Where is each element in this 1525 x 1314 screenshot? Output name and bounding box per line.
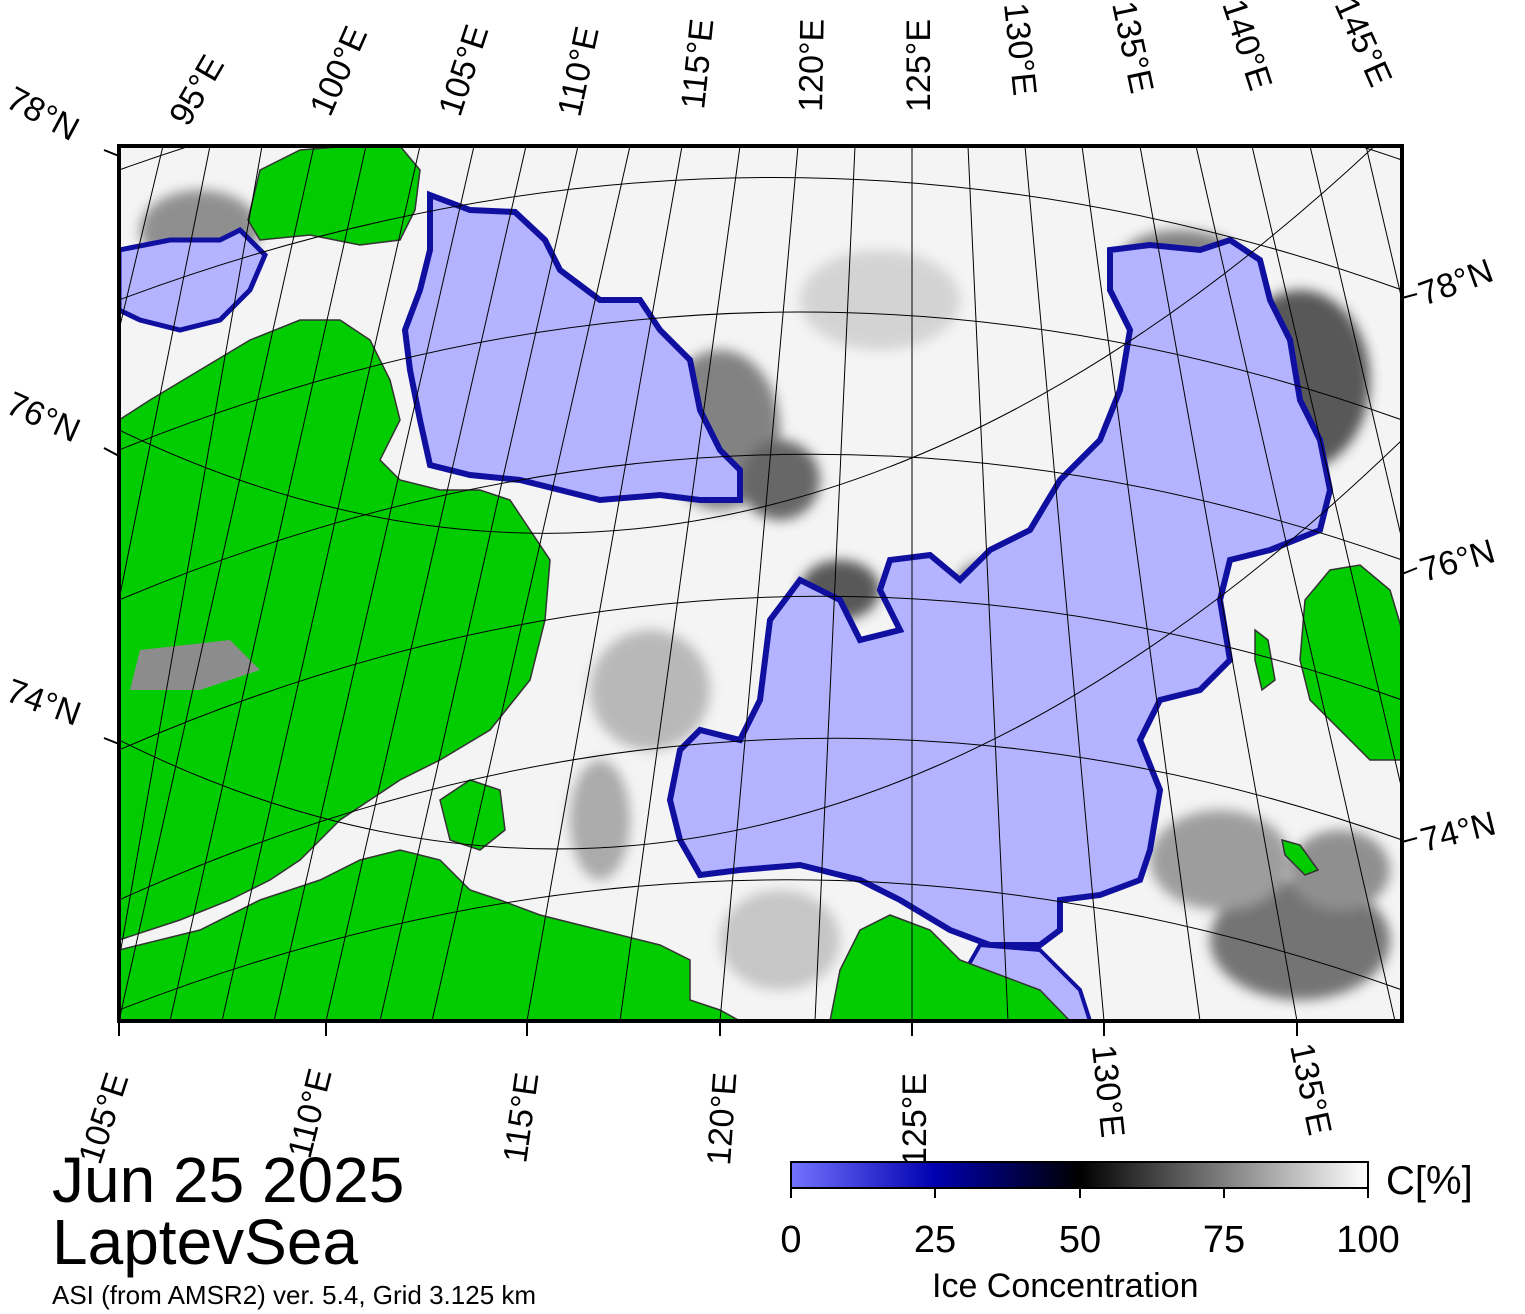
siberian-mainland	[119, 849, 741, 1021]
top-lon-label: 115°E	[674, 17, 721, 111]
bottom-lon-label: 115°E	[496, 1070, 546, 1165]
top-lon-label: 145°E	[1327, 0, 1400, 92]
graticule	[119, 146, 1402, 1021]
top-lon-label: 125°E	[900, 19, 938, 112]
right-latitude-labels: 78°N 76°N 74°N	[1414, 252, 1500, 860]
colorbar-title: Ice Concentration	[932, 1267, 1199, 1305]
top-lon-label: 105°E	[431, 20, 496, 120]
colorbar-tick-label: 50	[1059, 1219, 1101, 1261]
colorbar-gradient	[790, 1161, 1369, 1189]
map-area	[119, 146, 1402, 1021]
small-island-south	[1281, 838, 1320, 876]
top-lon-label: 100°E	[303, 21, 376, 121]
map-frame	[117, 144, 1404, 1023]
colorbar-tick-label: 75	[1203, 1219, 1245, 1261]
top-lon-label: 130°E	[996, 1, 1044, 97]
lena-delta	[829, 914, 1072, 1021]
top-lon-label: 140°E	[1214, 0, 1279, 95]
top-longitude-labels: 95°E 100°E 105°E 110°E 115°E 120°E 125°E…	[162, 0, 1399, 132]
colorbar-tick-label: 100	[1336, 1219, 1399, 1261]
colorbar-ticks	[790, 1188, 1369, 1198]
left-lat-label: 76°N	[1, 385, 86, 451]
map-date: Jun 25 2025	[52, 1144, 405, 1216]
axis-ticks	[103, 149, 1418, 1036]
map-region-title: LaptevSea	[52, 1206, 359, 1278]
bottom-lon-label: 135°E	[1282, 1040, 1339, 1139]
left-lat-label: 74°N	[1, 672, 85, 734]
colorbar-tick-label: 25	[914, 1219, 956, 1261]
colorbar-unit: C[%]	[1386, 1159, 1473, 1203]
taymyr-land	[119, 319, 551, 941]
bottom-lon-label: 120°E	[700, 1071, 744, 1166]
open-water-central	[666, 236, 1334, 948]
left-latitude-labels: 78°N 76°N 74°N	[0, 80, 85, 734]
top-lon-label: 120°E	[792, 18, 832, 112]
product-caption: ASI (from AMSR2) ver. 5.4, Grid 3.125 km	[52, 1280, 537, 1310]
right-lat-label: 76°N	[1416, 532, 1500, 589]
left-lat-label: 78°N	[0, 80, 85, 149]
land-ice-patch	[130, 640, 260, 690]
colorbar: 0 25 50 75 100	[780, 1161, 1400, 1261]
top-lon-label: 135°E	[1104, 0, 1161, 97]
top-lon-label: 110°E	[551, 23, 607, 119]
open-water-northwest	[119, 226, 268, 333]
open-water-west	[401, 190, 743, 504]
top-lon-label: 95°E	[162, 49, 232, 132]
colorbar-tick-label: 0	[780, 1219, 801, 1261]
stolbovoy-island	[1254, 628, 1276, 692]
right-lat-label: 78°N	[1414, 252, 1498, 314]
right-lat-label: 74°N	[1417, 805, 1500, 860]
bottom-lon-label: 130°E	[1084, 1043, 1132, 1139]
bottom-lon-label: 125°E	[896, 1073, 934, 1166]
